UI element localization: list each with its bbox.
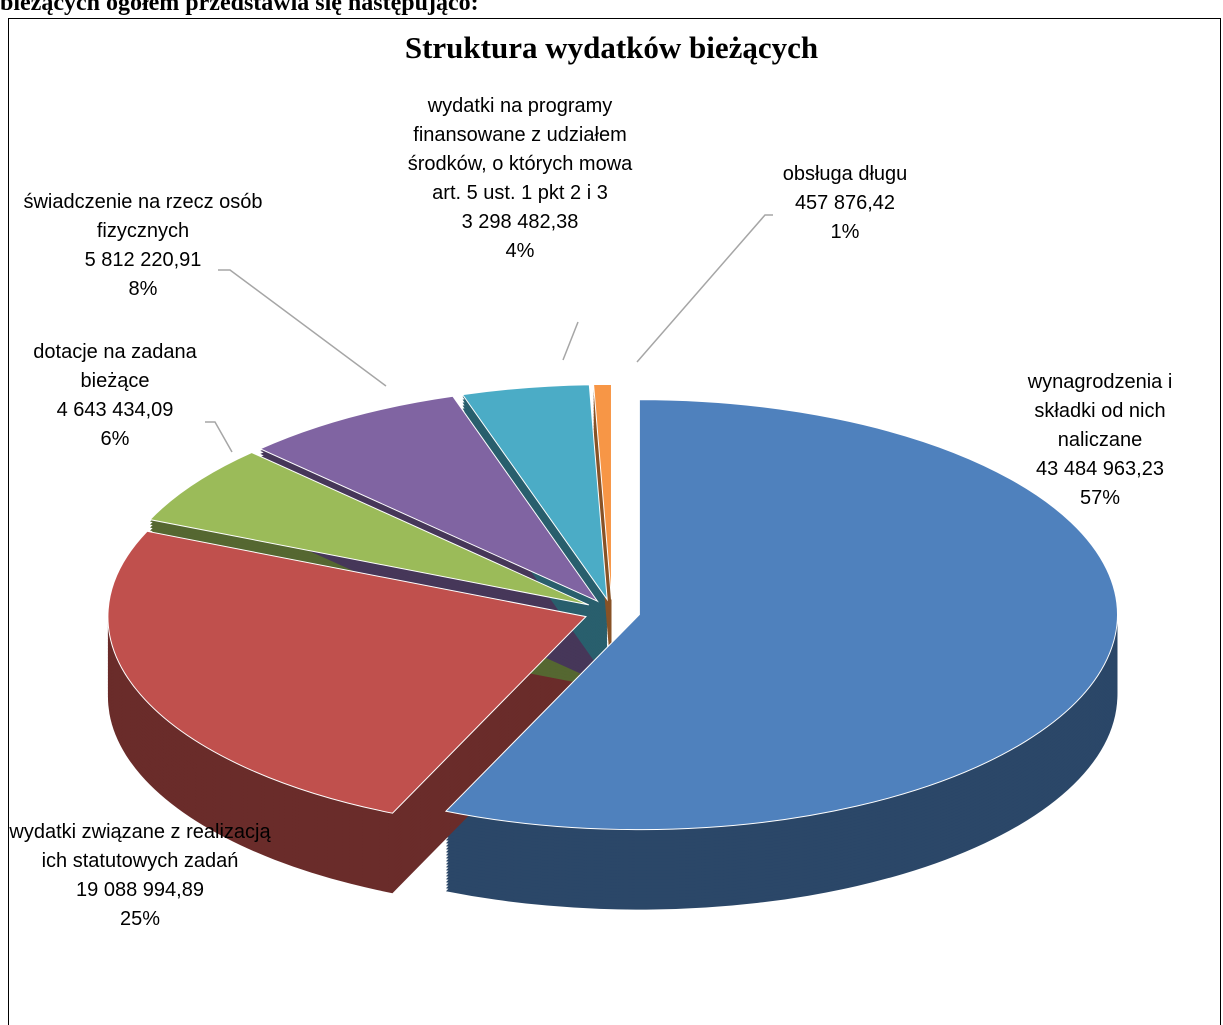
chart-frame: [8, 18, 1221, 1025]
chart-title: Struktura wydatków bieżących: [404, 30, 819, 65]
slice: [461, 384, 608, 602]
percent-label: 57%: [1079, 487, 1121, 509]
value-label: 3 298 482,38: [461, 211, 579, 233]
data-label: wynagrodzenia i składki od nich naliczan…: [995, 368, 1205, 513]
slice: [107, 530, 587, 814]
slice-tops: [107, 383, 1118, 831]
value-label: 457 876,42: [794, 192, 896, 214]
value-label: 4 643 434,09: [56, 399, 174, 421]
data-label: świadczenie na rzecz osób fizycznych 5 81…: [13, 188, 273, 304]
data-label: obsługa długu 457 876,42 1%: [755, 160, 935, 247]
slice: [593, 383, 612, 600]
percent-label: 1%: [830, 221, 860, 243]
category: wynagrodzenia i składki od nich naliczan…: [1027, 371, 1173, 451]
percent-label: 25%: [119, 908, 161, 930]
slice: [444, 399, 1118, 831]
value-label: 5 812 220,91: [84, 249, 202, 271]
data-label: wydatki związane z realizacją ich statut…: [5, 818, 275, 934]
category: wydatki na programy finansowane z udział…: [407, 95, 633, 204]
leader-line: [636, 214, 773, 363]
category: obsługa długu: [782, 163, 908, 185]
leader-line: [218, 269, 387, 387]
percent-label: 4%: [505, 240, 535, 262]
leader-line: [205, 421, 233, 453]
leader-line: [562, 321, 579, 361]
leader-lines: [205, 214, 773, 453]
category: świadczenie na rzecz osób fizycznych: [23, 191, 263, 242]
value-label: 19 088 994,89: [76, 879, 204, 901]
value-label: 43 484 963,23: [1036, 458, 1164, 480]
data-label: dotacje na zadana bieżące 4 643 434,09 6%: [0, 338, 230, 454]
data-label: wydatki na programy finansowane z udział…: [405, 92, 635, 266]
percent-label: 8%: [128, 278, 158, 300]
slice: [149, 451, 590, 606]
category: wydatki związane z realizacją ich statut…: [9, 821, 271, 872]
percent-label: 6%: [100, 428, 130, 450]
category: dotacje na zadana bieżące: [33, 341, 197, 392]
document-text: bieżących ogółem przedstawia się następu…: [0, 0, 479, 16]
slice: [259, 395, 599, 603]
